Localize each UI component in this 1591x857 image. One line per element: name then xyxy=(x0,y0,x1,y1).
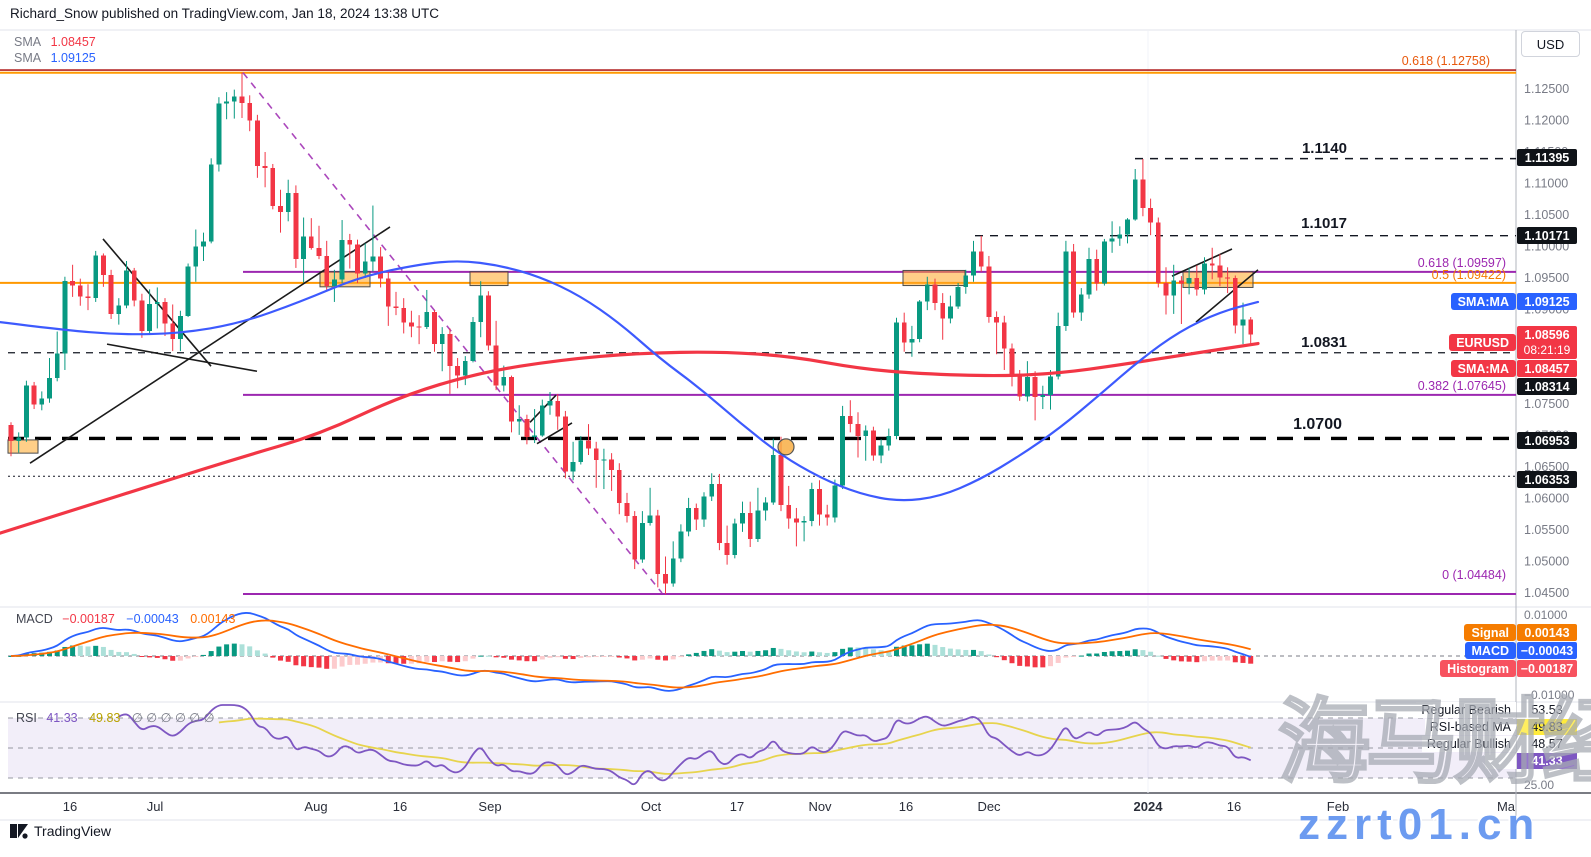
rsi-ma-axis-value: 49.83 xyxy=(1517,719,1577,735)
time-tick-16: 16 xyxy=(62,799,78,814)
rsi-bearish-value: 53.53 xyxy=(1531,703,1563,717)
price-badge-11395: 1.11395 xyxy=(1517,149,1577,166)
time-tick-17: 17 xyxy=(729,799,745,814)
price-tick: 1.09500 xyxy=(1524,271,1569,285)
histogram-axis-value: −0.00187 xyxy=(1517,660,1577,677)
rsi-bullish-value: 48.57 xyxy=(1531,737,1563,751)
rsi-label: RSI xyxy=(16,711,37,725)
price-tick: 1.06500 xyxy=(1524,460,1569,474)
bar-countdown: 08:21:19 xyxy=(1523,343,1571,357)
sma-fast-axis-value: 1.09125 xyxy=(1517,293,1577,310)
fib-label-0: 0 (1.04484) xyxy=(1442,568,1506,582)
macd-hist-value: −0.00187 xyxy=(62,612,115,626)
price-tick: 1.11000 xyxy=(1524,177,1568,191)
rsi-ma-value: 49.83 xyxy=(89,711,121,725)
time-tick-Nov: Nov xyxy=(808,799,832,814)
fib-label-0618-top: 0.618 (1.12758) xyxy=(1401,54,1490,68)
rsi-legend: RSI 41.33 49.83 ∅ ∅ ∅ ∅ ∅ ∅ xyxy=(16,710,223,725)
sma-slow-axis-value: 1.08457 xyxy=(1517,360,1577,377)
time-tick-Sep: Sep xyxy=(478,799,502,814)
price-tick: 1.12000 xyxy=(1524,114,1569,128)
price-tick: 1.05000 xyxy=(1524,555,1569,569)
rsi-tick-25: 25.00 xyxy=(1524,778,1555,792)
level-label-11140: 1.1140 xyxy=(1301,140,1347,157)
rsi-bullish-label: Regular Bullish xyxy=(1421,736,1516,752)
published-header: Richard_Snow published on TradingView.co… xyxy=(10,6,440,21)
time-tick-Ma: Ma xyxy=(1496,799,1516,814)
price-tick: 1.05500 xyxy=(1524,523,1569,537)
price-tick: 1.12500 xyxy=(1524,82,1569,96)
sma-fast-axis-chip: SMA:MA xyxy=(1450,293,1516,310)
site-watermark-url: zzrt01.cn xyxy=(1298,800,1541,849)
fib-label-05: 0.5 (1.09422) xyxy=(1431,268,1506,282)
level-label-10700: 1.0700 xyxy=(1293,416,1342,433)
price-badge-10695: 1.06953 xyxy=(1517,432,1577,449)
sma1-value: 1.08457 xyxy=(50,35,96,49)
level-label-10831: 1.0831 xyxy=(1301,334,1347,351)
sma2-legend: SMA 1.09125 xyxy=(14,51,104,65)
time-tick-2024: 2024 xyxy=(1133,799,1163,814)
fib-label-0382: 0.382 (1.07645) xyxy=(1417,379,1506,393)
time-tick-Dec: Dec xyxy=(977,799,1001,814)
tradingview-attribution[interactable]: TradingView xyxy=(10,823,111,839)
time-tick-16: 16 xyxy=(898,799,914,814)
price-tick: 1.07500 xyxy=(1524,397,1569,411)
time-tick-Feb: Feb xyxy=(1326,799,1350,814)
price-badge-10635: 1.06353 xyxy=(1517,471,1577,488)
macd-tick-lower: −0.01000 xyxy=(1524,688,1575,702)
macd-label: MACD xyxy=(16,612,53,626)
last-price-badge: 1.08596 08:21:19 xyxy=(1517,326,1577,359)
rsi-bearish-label: Regular Bearish xyxy=(1416,702,1516,718)
time-tick-Oct: Oct xyxy=(640,799,662,814)
macd-tick-upper: 0.01000 xyxy=(1524,608,1568,622)
macd-axis-value: −0.00043 xyxy=(1517,642,1577,659)
price-badge-10831: 1.08314 xyxy=(1517,378,1577,395)
time-axis-scale[interactable]: 16 Jul Aug 16 Sep Oct 17 Nov 16 Dec 2024 16 Feb Ma xyxy=(0,793,1516,820)
macd-axis-chip: MACD xyxy=(1464,642,1516,659)
sma1-label: SMA xyxy=(14,35,42,49)
currency-unit-button[interactable]: USD xyxy=(1521,31,1580,57)
time-tick-Aug: Aug xyxy=(304,799,328,814)
price-badge-10171: 1.10171 xyxy=(1517,227,1577,244)
last-price-value: 1.08596 xyxy=(1524,328,1570,342)
tradingview-logo-icon xyxy=(10,824,28,839)
rsi-axis-value: 41.33 xyxy=(1517,753,1577,769)
price-tick: 1.04500 xyxy=(1524,586,1569,600)
price-tick: 1.06000 xyxy=(1524,492,1569,506)
rsi-value: 41.33 xyxy=(46,711,78,725)
macd-legend: MACD −0.00187 −0.00043 0.00143 xyxy=(16,612,243,626)
sma2-label: SMA xyxy=(14,51,42,65)
signal-axis-value: 0.00143 xyxy=(1517,624,1577,641)
signal-axis-chip: Signal xyxy=(1464,624,1516,641)
sma1-legend: SMA 1.08457 xyxy=(14,35,104,49)
time-tick-16: 16 xyxy=(392,799,408,814)
time-tick-16: 16 xyxy=(1226,799,1242,814)
rsi-params: ∅ ∅ ∅ ∅ ∅ ∅ xyxy=(131,711,215,725)
fib-label-0618: 0.618 (1.09597) xyxy=(1417,256,1506,270)
sma2-value: 1.09125 xyxy=(50,51,96,65)
tradingview-brand-text: TradingView xyxy=(34,823,112,839)
macd-line-value: −0.00043 xyxy=(126,612,179,626)
sma-slow-axis-chip: SMA:MA xyxy=(1450,360,1516,377)
macd-signal-value: 0.00143 xyxy=(190,612,236,626)
time-tick-Jul: Jul xyxy=(146,799,164,814)
rsi-axis-label: RSI xyxy=(1485,753,1516,769)
rsi-ma-axis-label: RSI-based MA xyxy=(1424,719,1516,735)
level-label-11017: 1.1017 xyxy=(1301,215,1347,232)
price-tick: 1.10500 xyxy=(1524,208,1569,222)
symbol-axis-chip: EURUSD xyxy=(1449,334,1516,351)
site-watermark-cn: 海马财经 xyxy=(1277,691,1591,796)
histogram-axis-chip: Histogram xyxy=(1440,660,1516,677)
